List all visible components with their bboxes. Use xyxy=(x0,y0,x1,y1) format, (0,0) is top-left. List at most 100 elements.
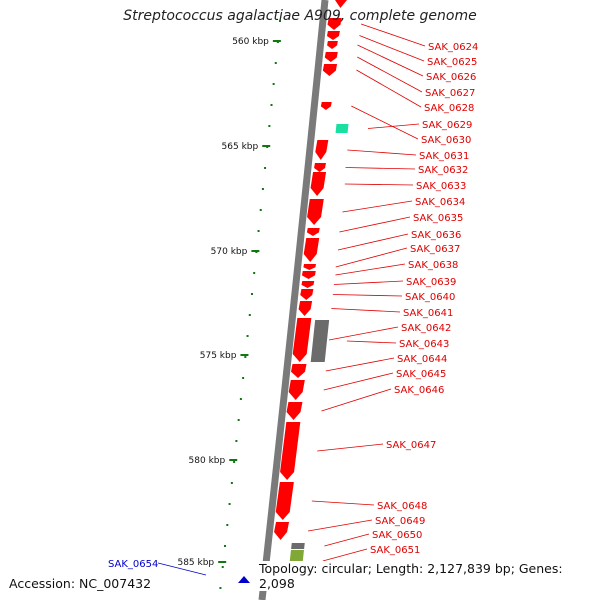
gene-label[interactable]: SAK_0631 xyxy=(419,151,469,162)
axis-tick-minor xyxy=(248,314,251,316)
axis-tick-minor xyxy=(274,62,277,64)
gene-label[interactable]: SAK_0645 xyxy=(396,369,446,380)
gene-label[interactable]: SAK_0634 xyxy=(415,197,465,208)
label-leader xyxy=(347,149,417,156)
gene-feature[interactable] xyxy=(306,228,320,236)
gene-feature[interactable] xyxy=(301,281,315,288)
gene-feature[interactable] xyxy=(298,301,313,316)
label-leader xyxy=(307,519,373,532)
gene-label[interactable]: SAK_0650 xyxy=(372,530,422,541)
page-title: Streptococcus agalactiae A909, complete … xyxy=(123,8,477,24)
axis-tick-label: 580 kbp xyxy=(189,456,226,466)
gene-feature[interactable] xyxy=(275,482,294,520)
label-leader xyxy=(360,23,426,47)
label-leader xyxy=(337,233,409,251)
axis-tick-minor xyxy=(250,293,253,295)
label-leader xyxy=(332,294,403,297)
label-leader xyxy=(157,562,207,576)
label-leader xyxy=(345,167,416,170)
gene-label-blue[interactable]: SAK_0654 xyxy=(108,559,158,570)
gene-feature[interactable] xyxy=(310,320,330,362)
gene-feature[interactable] xyxy=(322,64,338,76)
axis-tick-minor xyxy=(270,104,273,106)
gene-label[interactable]: SAK_0643 xyxy=(399,339,449,350)
gene-label[interactable]: SAK_0638 xyxy=(408,260,458,271)
label-leader xyxy=(335,263,406,276)
axis-tick-minor xyxy=(230,482,233,484)
label-leader xyxy=(356,69,422,108)
gene-feature[interactable] xyxy=(324,52,338,62)
axis-tick-minor xyxy=(266,146,269,148)
gene-feature[interactable] xyxy=(303,264,317,270)
label-leader xyxy=(331,308,401,313)
gene-label[interactable]: SAK_0636 xyxy=(411,230,461,241)
axis-tick-minor xyxy=(268,125,271,127)
gene-label[interactable]: SAK_0626 xyxy=(426,72,476,83)
axis-tick-minor xyxy=(264,167,267,169)
gene-label[interactable]: SAK_0625 xyxy=(427,57,477,68)
gene-label[interactable]: SAK_0649 xyxy=(375,516,425,527)
gene-feature[interactable] xyxy=(315,140,329,160)
gene-label[interactable]: SAK_0630 xyxy=(421,135,471,146)
label-leader xyxy=(317,443,384,452)
axis-tick-minor xyxy=(246,335,249,337)
gene-feature[interactable] xyxy=(286,402,303,420)
gene-feature[interactable] xyxy=(300,289,314,300)
label-leader xyxy=(324,533,370,547)
label-leader xyxy=(351,105,419,140)
gene-label[interactable]: SAK_0639 xyxy=(406,277,456,288)
gene-feature[interactable] xyxy=(326,31,340,40)
topology-text: Topology: circular; Length: 2,127,839 bp… xyxy=(257,561,600,591)
gene-label[interactable]: SAK_0651 xyxy=(370,545,420,556)
gene-label[interactable]: SAK_0633 xyxy=(416,181,466,192)
gene-label[interactable]: SAK_0628 xyxy=(424,103,474,114)
label-leader xyxy=(344,183,414,186)
gene-label[interactable]: SAK_0642 xyxy=(401,323,451,334)
gene-feature[interactable] xyxy=(280,422,301,480)
gene-feature[interactable] xyxy=(327,18,342,30)
gene-feature[interactable] xyxy=(327,41,338,49)
gene-label[interactable]: SAK_0629 xyxy=(422,120,472,131)
gene-label[interactable]: SAK_0627 xyxy=(425,88,475,99)
gene-feature[interactable] xyxy=(288,380,305,400)
axis-tick-label: 565 kbp xyxy=(222,142,259,152)
gene-label[interactable]: SAK_0624 xyxy=(428,42,478,53)
axis-tick-minor xyxy=(239,398,242,400)
axis-tick-minor xyxy=(278,20,281,22)
gene-label[interactable]: SAK_0647 xyxy=(386,440,436,451)
gene-feature[interactable] xyxy=(274,522,290,540)
gene-feature[interactable] xyxy=(335,124,349,133)
gene-feature[interactable] xyxy=(335,0,347,8)
gene-label[interactable]: SAK_0644 xyxy=(397,354,447,365)
gene-feature[interactable] xyxy=(301,271,316,279)
label-leader xyxy=(359,35,425,62)
gene-feature[interactable] xyxy=(291,364,307,378)
axis-tick-label: 575 kbp xyxy=(200,351,237,361)
axis-tick-minor xyxy=(224,545,227,547)
gene-feature[interactable] xyxy=(292,318,312,362)
gene-feature[interactable] xyxy=(307,199,324,225)
gene-label[interactable]: SAK_0641 xyxy=(403,308,453,319)
gene-feature[interactable] xyxy=(314,163,326,172)
gene-label[interactable]: SAK_0632 xyxy=(418,165,468,176)
gene-feature[interactable] xyxy=(303,238,320,262)
axis-tick-label: 560 kbp xyxy=(232,37,269,47)
gene-label[interactable]: SAK_0648 xyxy=(377,501,427,512)
gene-label[interactable]: SAK_0637 xyxy=(410,244,460,255)
gene-feature[interactable] xyxy=(291,543,305,549)
label-leader xyxy=(339,216,411,233)
gene-label[interactable]: SAK_0635 xyxy=(413,213,463,224)
label-leader xyxy=(357,56,423,93)
tick-marks: 560 kbp 565 kbp 570 kbp 575 kbp 580 kbp 585 k… xyxy=(177,20,281,589)
axis-tick-minor xyxy=(276,41,279,43)
axis-tick-minor xyxy=(244,356,247,358)
gene-feature[interactable] xyxy=(320,102,332,110)
axis-tick-minor xyxy=(257,230,260,232)
gene-feature[interactable] xyxy=(310,172,327,196)
label-leader xyxy=(333,280,404,285)
gene-label[interactable]: SAK_0640 xyxy=(405,292,455,303)
gene-feature-blue[interactable] xyxy=(238,576,250,583)
gene-label[interactable]: SAK_0646 xyxy=(394,385,444,396)
axis-tick-minor xyxy=(253,272,256,274)
